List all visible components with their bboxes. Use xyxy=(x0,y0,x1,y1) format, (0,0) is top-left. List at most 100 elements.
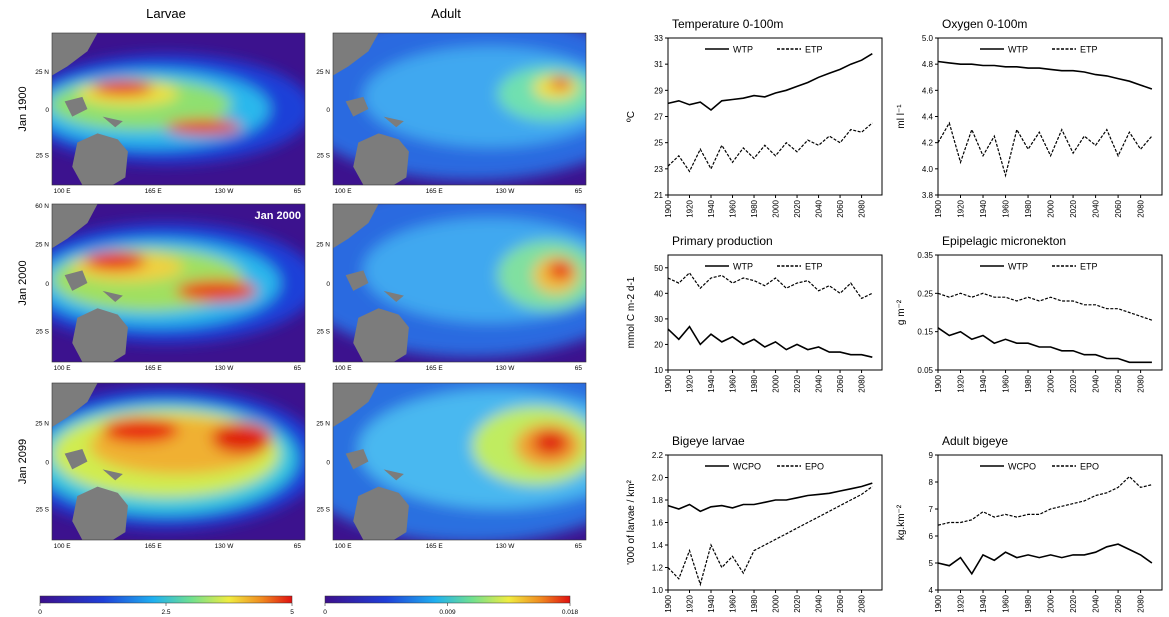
x-tick-label: 2060 xyxy=(836,199,845,217)
land xyxy=(72,133,128,185)
lat-label: 0 xyxy=(326,107,330,114)
map-panel xyxy=(52,33,305,185)
y-tick-label: 2.0 xyxy=(652,474,664,483)
x-tick-label: 2080 xyxy=(1137,594,1146,612)
x-tick-label: 1960 xyxy=(729,594,738,612)
series-line xyxy=(667,53,873,112)
x-tick-label: 2020 xyxy=(793,594,802,612)
land xyxy=(383,469,404,481)
map-panel xyxy=(333,204,586,362)
y-tick-label: 20 xyxy=(654,340,663,349)
x-tick-label: 1920 xyxy=(686,374,695,392)
series-line xyxy=(667,122,873,173)
y-axis-label: mmol C m-2 d-1 xyxy=(626,276,637,348)
x-tick-label: 1920 xyxy=(957,374,966,392)
field-blob xyxy=(84,251,146,271)
lon-label: 65 xyxy=(294,188,302,195)
field-blob xyxy=(550,77,571,90)
lon-label: 65 xyxy=(294,365,302,372)
x-tick-label: 2000 xyxy=(1047,199,1056,217)
lat-label: 60 N xyxy=(35,203,49,210)
land xyxy=(353,308,409,362)
lon-label: 130 W xyxy=(215,365,235,372)
lat-label: 25 N xyxy=(316,242,330,249)
lon-label: 100 E xyxy=(335,365,353,372)
colorbar-label: 0.018 xyxy=(562,609,579,616)
x-tick-label: 2080 xyxy=(858,199,867,217)
map-panel xyxy=(52,204,305,362)
row-label: Jan 2000 xyxy=(17,260,29,305)
field-blob xyxy=(548,260,574,280)
x-tick-label: 2000 xyxy=(1047,374,1056,392)
y-tick-label: 30 xyxy=(654,315,663,324)
land xyxy=(345,270,369,291)
lon-label: 130 W xyxy=(496,188,516,195)
y-tick-label: 29 xyxy=(654,86,663,95)
land xyxy=(64,448,88,470)
y-tick-label: 4.6 xyxy=(922,86,934,95)
y-tick-label: 50 xyxy=(654,264,663,273)
colorbar xyxy=(39,595,293,604)
lat-label: 25 N xyxy=(35,242,49,249)
land xyxy=(102,290,123,302)
colorbar xyxy=(324,595,571,604)
x-tick-label: 2000 xyxy=(772,199,781,217)
row-label: Jan 2099 xyxy=(17,439,29,484)
land xyxy=(102,116,123,128)
map-frame xyxy=(51,32,306,186)
y-axis-label: '000 of larvae / km² xyxy=(626,479,637,564)
field xyxy=(52,222,305,344)
land xyxy=(345,96,369,117)
y-tick-label: 25 xyxy=(654,139,663,148)
series-line xyxy=(667,271,873,300)
lat-label: 25 N xyxy=(316,69,330,76)
x-tick-label: 2080 xyxy=(858,594,867,612)
field-blob xyxy=(102,417,179,443)
x-tick-label: 1980 xyxy=(1024,594,1033,612)
land xyxy=(72,486,128,540)
lon-label: 65 xyxy=(575,543,583,550)
y-tick-label: 0.35 xyxy=(917,251,933,260)
x-tick-label: 2080 xyxy=(1137,199,1146,217)
column-header: Adult xyxy=(431,6,461,21)
legend-label: EPO xyxy=(1080,462,1099,472)
x-tick-label: 1900 xyxy=(664,199,673,217)
y-tick-label: 2.2 xyxy=(652,451,664,460)
plot-frame xyxy=(667,454,883,591)
lat-label: 25 N xyxy=(35,69,49,76)
chart-title: Bigeye larvae xyxy=(672,434,745,448)
field-blob xyxy=(532,430,569,456)
x-tick-label: 2040 xyxy=(815,594,824,612)
lat-label: 25 S xyxy=(317,153,331,160)
land xyxy=(64,96,88,117)
map-frame xyxy=(51,382,306,541)
x-tick-label: 2000 xyxy=(772,594,781,612)
x-tick-label: 1900 xyxy=(934,199,943,217)
lat-label: 25 S xyxy=(36,328,50,335)
y-tick-label: 7 xyxy=(929,505,934,514)
land xyxy=(72,308,128,362)
y-tick-label: 4.0 xyxy=(922,165,934,174)
map-frame xyxy=(51,203,306,363)
y-tick-label: 5 xyxy=(929,559,934,568)
map-panel xyxy=(52,383,305,540)
y-tick-label: 9 xyxy=(929,451,934,460)
y-tick-label: 23 xyxy=(654,165,663,174)
x-tick-label: 2020 xyxy=(1069,594,1078,612)
series-line xyxy=(667,486,873,587)
lon-label: 165 E xyxy=(426,543,444,550)
plot-frame xyxy=(937,454,1163,591)
x-tick-label: 2000 xyxy=(772,374,781,392)
lon-label: 65 xyxy=(575,188,583,195)
y-tick-label: 21 xyxy=(654,191,663,200)
land xyxy=(383,290,404,302)
colorbar-label: 2.5 xyxy=(161,609,170,616)
lon-label: 165 E xyxy=(145,188,163,195)
land xyxy=(345,448,369,470)
lon-label: 130 W xyxy=(215,188,235,195)
legend-label: ETP xyxy=(805,45,823,55)
column-header: Larvae xyxy=(146,6,186,21)
x-tick-label: 2020 xyxy=(1069,199,1078,217)
y-tick-label: 1.2 xyxy=(652,564,664,573)
